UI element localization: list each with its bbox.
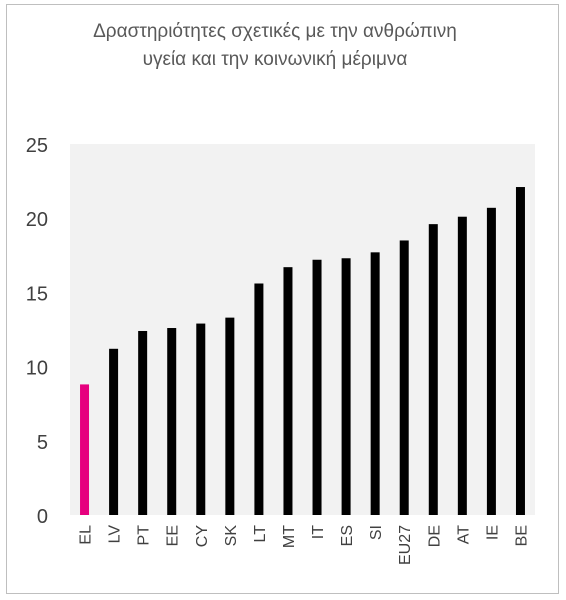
- x-tick-label-de: DE: [426, 525, 443, 547]
- bar-ie: [486, 207, 496, 515]
- x-tick-label-pt: PT: [136, 525, 153, 546]
- bar-eu27: [399, 240, 409, 515]
- y-tick-label: 10: [26, 358, 48, 380]
- chart-title: Δραστηριότητες σχετικές με την ανθρώπινη…: [93, 21, 457, 70]
- bar-cy: [196, 323, 206, 515]
- x-tick-label-at: AT: [455, 525, 472, 544]
- bar-ee: [167, 328, 177, 515]
- bar-de: [428, 224, 438, 516]
- bar-mt: [283, 267, 293, 515]
- bar-be: [515, 187, 525, 515]
- x-tick-label-si: SI: [368, 525, 385, 540]
- x-tick-label-cy: CY: [194, 525, 211, 548]
- x-axis: EL LV PT EE CY SK LT MT IT ES SI EU27 DE AT IE BE: [78, 525, 531, 565]
- bar-sk: [225, 317, 235, 515]
- bar-lv: [109, 348, 119, 515]
- y-tick-label: 0: [37, 506, 48, 528]
- bar-at: [457, 216, 467, 515]
- x-tick-label-be: BE: [513, 525, 530, 546]
- x-tick-label-ee: EE: [165, 525, 182, 546]
- x-tick-label-ie: IE: [484, 525, 501, 540]
- x-tick-label-eu27: EU27: [397, 525, 414, 565]
- bars: [80, 187, 525, 516]
- x-tick-label-lv: LV: [107, 525, 124, 544]
- y-tick-label: 5: [37, 432, 48, 454]
- y-tick-label: 20: [26, 209, 48, 231]
- x-tick-label-it: IT: [310, 525, 327, 539]
- bar-es: [341, 258, 351, 515]
- y-tick-label: 25: [26, 135, 48, 157]
- bar-el: [80, 384, 90, 515]
- y-tick-label: 15: [26, 283, 48, 305]
- bar-lt: [254, 283, 264, 515]
- y-axis: 0 5 10 15 20 25: [26, 135, 48, 528]
- x-tick-label-el: EL: [78, 525, 95, 545]
- x-tick-label-mt: MT: [281, 525, 298, 548]
- x-tick-label-lt: LT: [252, 525, 269, 543]
- bar-it: [312, 259, 322, 515]
- plot-area: [70, 144, 535, 515]
- x-tick-label-es: ES: [339, 525, 356, 546]
- bar-pt: [138, 330, 148, 515]
- bar-si: [370, 252, 380, 515]
- x-tick-label-sk: SK: [223, 525, 240, 547]
